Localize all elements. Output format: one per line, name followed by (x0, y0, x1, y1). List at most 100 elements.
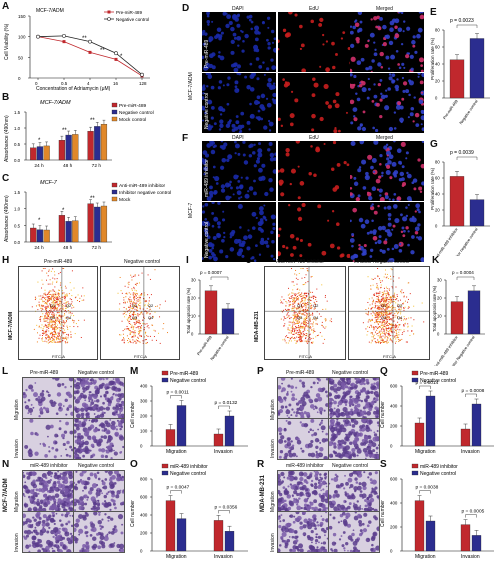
panel-c-bar (30, 227, 37, 243)
panel-b-ytick-label: 1.5 (14, 110, 21, 115)
panel-a-legend-label: Negative control (116, 17, 149, 22)
panel-label-a: A (2, 1, 10, 12)
panel-s-category-label: Invasion (461, 554, 480, 560)
panel-label-s: S (380, 459, 387, 470)
panel-label-d: D (182, 3, 190, 14)
panel-c-legend-label: Inhibitor negative control (119, 190, 171, 196)
panel-label-f: F (182, 133, 189, 144)
panel-c-bar (87, 203, 94, 243)
panel-s-bar (460, 524, 471, 552)
panel-o-category-label: Invasion (214, 554, 233, 560)
panel-a-sig-3: * (120, 54, 123, 60)
panel-f-col-edu: EdU (309, 135, 319, 141)
panel-g-ytick-label: 80 (435, 160, 440, 165)
panel-n-tile-r2c2 (73, 511, 125, 553)
panel-d-row-label-1: Pre-miR-489 (204, 39, 210, 68)
panel-d-edu-row1 (278, 12, 352, 72)
panel-l-tile-r2c2 (73, 418, 125, 460)
panel-m-category-label: Migration (166, 449, 187, 455)
panel-c-sig-1: * (38, 218, 41, 224)
panel-a-xtick-label: 128 (139, 81, 147, 86)
panel-j-flow-2: Q1 Q2 Q3 Q4 FITC-A (348, 266, 430, 360)
panel-a-chart: MCF-7/ADM Cell Viability (%) Concentrati… (4, 8, 150, 92)
panel-p-col-2: Negative control (332, 370, 369, 376)
panel-n-col-2: Negative control (78, 463, 115, 469)
panel-a-xtick-label: 4 (87, 81, 90, 86)
panel-d-merged-row1 (350, 12, 424, 72)
panel-m-legend-swatch (161, 377, 169, 383)
panel-b-bar (94, 126, 101, 161)
panel-g-ytick-label: 40 (435, 192, 440, 197)
panel-q-bar (471, 403, 482, 447)
panel-m-ytick-label: 0 (140, 444, 143, 449)
panel-e-ytick-label: 60 (435, 45, 440, 50)
panel-c-ytick-label: 0.0 (14, 240, 21, 245)
panel-b-legend-label: Mock control (119, 117, 146, 123)
panel-o-legend-label: Negative control (170, 471, 206, 477)
panel-label-n: N (2, 459, 10, 470)
panel-s-ytick-label: 400 (390, 501, 398, 506)
panel-a-xtick-label: 0.5 (61, 81, 68, 86)
panel-k-ytick-label: 10 (437, 314, 442, 319)
panel-p-row-2: Invasion (270, 439, 276, 458)
panel-b-legend-swatch (111, 102, 118, 108)
panel-b-sig-2: ** (62, 128, 67, 134)
panel-q-ytick-label: 600 (390, 384, 398, 389)
panel-a-sig-2: ** (100, 48, 105, 54)
panel-b-bar (30, 147, 37, 161)
panel-n-tile-r1c2 (73, 470, 125, 512)
panel-d-dapi-row1 (202, 12, 276, 72)
panel-q-pvalue: p = 0.0008 (462, 388, 485, 394)
panel-m-ytick-label: 400 (140, 384, 148, 389)
panel-r-row-2: Invasion (270, 533, 276, 552)
panel-c-chart: MCF-7 Absorbance (490nm) 0.0 0.5 1.0 1.5 24 … (4, 180, 171, 251)
panel-g-sig-bracket (456, 156, 478, 160)
panel-o-ytick-label: 600 (140, 495, 148, 500)
panel-p-tile-r1c2 (328, 377, 380, 419)
panel-m-bar (176, 405, 187, 447)
svg-text:Q2: Q2 (397, 303, 403, 308)
panel-b-bar (43, 145, 50, 161)
panel-s-bar (414, 500, 425, 552)
panel-q-category-label: Invasion (461, 449, 480, 455)
panel-e-ytick-label: 80 (435, 28, 440, 33)
panel-k-ytick-label: 20 (437, 296, 442, 301)
panel-a-point (114, 57, 118, 61)
panel-b-sig-3: ** (90, 118, 95, 124)
panel-b-bar (65, 134, 72, 161)
panel-r-col-2: Negative control (332, 463, 369, 469)
panel-k-sig-bracket (456, 276, 475, 280)
panel-b-category-label: 48 h (63, 163, 73, 169)
panel-a-xtick-label: 16 (113, 81, 119, 86)
panel-c-legend-label: Mock (119, 197, 131, 203)
panel-e-bar (449, 59, 465, 99)
panel-b-bar (87, 131, 94, 161)
panel-b-category-label: 72 h (92, 163, 102, 169)
panel-g-bar (449, 176, 465, 227)
panel-h-side: MCF-7/ADM (8, 311, 14, 340)
panel-m-sig-bracket (218, 405, 230, 409)
panel-a-point (140, 72, 144, 77)
panel-p-side: MDA-MB-231 (260, 474, 266, 512)
panel-f-merged-row2 (350, 202, 424, 262)
panel-s-legend-swatch (411, 463, 419, 469)
panel-f-edu-row2 (278, 202, 352, 262)
panel-q-bar (460, 428, 471, 447)
svg-text:Q1: Q1 (50, 303, 56, 308)
panel-f-row-label-1: miR-489 inhibitor (204, 159, 210, 197)
panel-b-legend-swatch (111, 109, 118, 115)
panel-a-xtick-label: 0 (35, 81, 38, 86)
panel-m-bar (224, 415, 235, 447)
panel-c-bar (72, 220, 79, 243)
panel-k-p: p = 0.0004 (452, 270, 474, 275)
panel-r-tile-r1c1 (277, 470, 329, 512)
panel-o-bar (213, 520, 224, 552)
panel-d-col-edu: EdU (309, 6, 319, 12)
panel-e-ytick-label: 40 (435, 62, 440, 67)
panel-j-side: MDA-MB-231 (254, 311, 260, 342)
svg-text:Q3: Q3 (297, 315, 303, 320)
panel-d-edu-row2 (278, 73, 352, 133)
panel-label-m: M (130, 366, 139, 377)
panel-o-legend-swatch (161, 470, 169, 476)
